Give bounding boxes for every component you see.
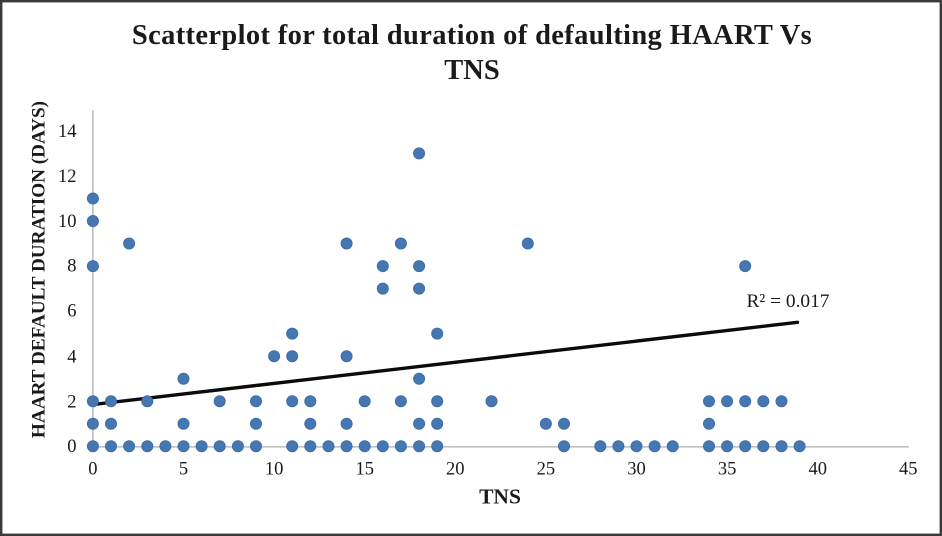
svg-text:TNS: TNS xyxy=(479,484,521,508)
svg-text:45: 45 xyxy=(899,459,918,479)
svg-text:10: 10 xyxy=(265,459,284,479)
svg-text:Scatterplot for total duration: Scatterplot for total duration of defaul… xyxy=(132,20,812,51)
svg-text:40: 40 xyxy=(808,459,827,479)
svg-text:25: 25 xyxy=(537,459,556,479)
svg-text:12: 12 xyxy=(58,167,77,187)
svg-text:10: 10 xyxy=(58,212,77,232)
svg-text:8: 8 xyxy=(67,257,76,277)
svg-text:5: 5 xyxy=(179,459,188,479)
svg-text:0: 0 xyxy=(67,437,76,457)
svg-text:30: 30 xyxy=(627,459,646,479)
svg-text:2: 2 xyxy=(67,392,76,412)
svg-text:TNS: TNS xyxy=(444,55,499,86)
svg-text:15: 15 xyxy=(355,459,374,479)
svg-text:35: 35 xyxy=(718,459,737,479)
svg-text:HAART DEFAULT DURATION (DAYS): HAART DEFAULT DURATION (DAYS) xyxy=(29,101,50,438)
svg-text:R² = 0.017: R² = 0.017 xyxy=(747,291,830,312)
svg-text:0: 0 xyxy=(88,459,97,479)
svg-text:6: 6 xyxy=(67,302,76,322)
svg-text:20: 20 xyxy=(446,459,465,479)
svg-text:14: 14 xyxy=(58,122,77,142)
svg-text:4: 4 xyxy=(67,347,76,367)
